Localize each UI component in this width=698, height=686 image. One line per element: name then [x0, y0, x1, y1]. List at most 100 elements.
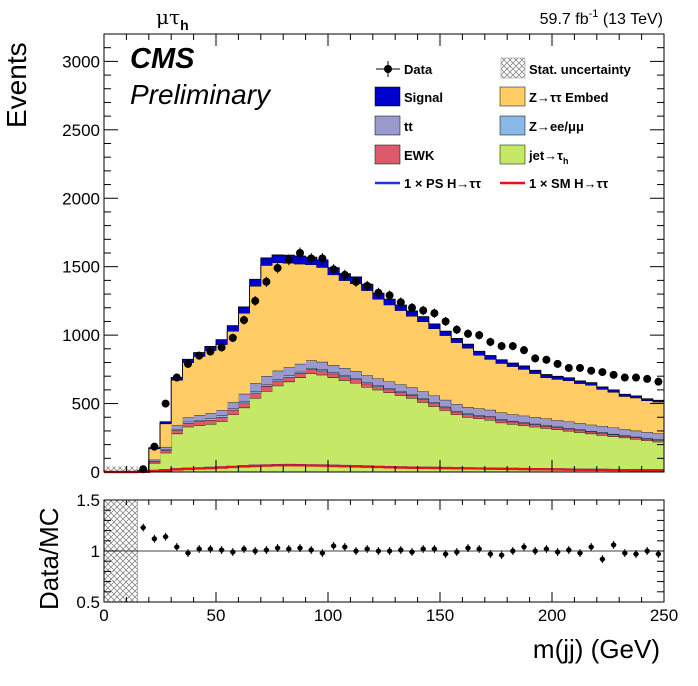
bar-tt: [283, 367, 295, 376]
bar-jetfakes: [238, 407, 250, 472]
ratio-point: [140, 524, 146, 531]
bar-tt: [160, 446, 172, 450]
bar-ztt_embed: [350, 283, 362, 372]
bar-jetfakes: [260, 391, 273, 472]
y-tick-label: 0: [91, 463, 100, 482]
bar-jetfakes: [540, 428, 553, 472]
data-point: [419, 306, 428, 315]
axis-ticks: 0 50 100 150 200 2500500100015002000250030000…: [62, 33, 678, 625]
channel-label: μτh: [156, 5, 189, 33]
x-tick-label: 100: [314, 606, 342, 625]
bar-ztt_embed: [249, 286, 262, 384]
ratio-point: [241, 546, 247, 552]
bar-zll: [540, 425, 553, 427]
bar-zll: [204, 418, 217, 420]
bar-ztt_embed: [641, 400, 654, 433]
bar-ztt_embed: [171, 380, 183, 426]
bar-signal: [574, 380, 586, 384]
bar-signal: [395, 305, 407, 311]
bar-ztt_embed: [585, 385, 598, 425]
bar-zll: [518, 422, 530, 424]
data-point: [240, 316, 248, 325]
bar-signal: [641, 398, 654, 401]
ratio-point: [207, 546, 213, 552]
bar-tt: [406, 387, 418, 395]
x-tick-label: 50: [207, 606, 226, 625]
ratio-y-tick-label: 1.5: [76, 491, 100, 510]
y-tick-label: 1000: [62, 326, 100, 345]
bar-zll: [249, 391, 262, 393]
data-point: [464, 329, 472, 338]
x-tick-label: 150: [426, 606, 454, 625]
data-point: [508, 342, 517, 351]
y-axis-title-ratio: Data/MC: [34, 507, 64, 610]
bar-tt: [518, 415, 530, 423]
bar-zll: [372, 385, 385, 387]
ratio-point: [499, 552, 505, 558]
ratio-point: [398, 547, 404, 553]
bar-ewk: [283, 377, 295, 382]
data-points: [139, 247, 663, 474]
ratio-point: [286, 546, 292, 552]
ratio-point: [566, 547, 572, 553]
bar-jetfakes: [182, 426, 194, 472]
bar-ewk: [518, 423, 530, 426]
bar-tt: [272, 370, 284, 380]
bar-ztt_embed: [316, 267, 329, 362]
bar-signal: [563, 377, 575, 381]
bar-jetfakes: [227, 414, 239, 472]
bar-ztt_embed: [596, 389, 609, 427]
bar-jetfakes: [585, 433, 598, 472]
bar-zll: [350, 378, 362, 380]
series-ztt_embed: [104, 262, 665, 473]
bar-ztt_embed: [283, 263, 295, 368]
bar-signal: [473, 351, 486, 356]
bar-signal: [619, 394, 631, 397]
bar-zll: [283, 375, 295, 378]
bar-ewk: [384, 389, 396, 393]
bar-tt: [227, 402, 239, 409]
bar-ewk: [451, 411, 463, 415]
bar-zll: [484, 416, 497, 418]
bar-signal: [260, 257, 273, 266]
bar-zll: [193, 419, 206, 422]
bar-jetfakes: [361, 387, 374, 472]
data-point: [363, 281, 372, 290]
bar-jetfakes: [193, 425, 206, 472]
data-point: [520, 346, 528, 355]
x-tick-label: 200: [538, 606, 566, 625]
legend-label-sm: 1 × SM H→ττ: [529, 176, 608, 191]
ratio-point: [476, 546, 482, 552]
bar-zll: [384, 388, 396, 390]
bar-tt: [417, 391, 430, 399]
bar-jetfakes: [305, 373, 318, 472]
bar-ztt_embed: [518, 369, 530, 416]
bar-zll: [294, 371, 306, 374]
bar-ztt_embed: [216, 344, 228, 411]
bar-zll: [440, 406, 452, 408]
data-point: [486, 337, 495, 346]
bar-ewk: [160, 450, 172, 453]
bar-zll: [428, 402, 441, 404]
legend-entry-ewk: EWK: [374, 144, 435, 165]
bar-ztt_embed: [406, 316, 418, 388]
bar-ztt_embed: [574, 383, 586, 424]
data-point: [352, 277, 360, 286]
bar-signal: [294, 256, 306, 264]
bar-zll: [361, 382, 374, 384]
bar-tt: [462, 406, 474, 414]
bar-signal: [406, 310, 418, 317]
bar-signal: [272, 254, 284, 263]
bar-ewk: [171, 430, 183, 434]
bar-tt: [552, 420, 564, 427]
bar-ztt_embed: [608, 392, 620, 428]
bar-jetfakes: [372, 389, 385, 472]
bar-ewk: [563, 428, 575, 431]
bar-tt: [484, 409, 497, 417]
bar-jetfakes: [596, 435, 609, 472]
y-tick-label: 3000: [62, 52, 100, 71]
bar-tt: [596, 426, 609, 433]
data-point: [161, 399, 170, 408]
data-point: [228, 333, 237, 342]
bar-signal: [249, 279, 262, 287]
